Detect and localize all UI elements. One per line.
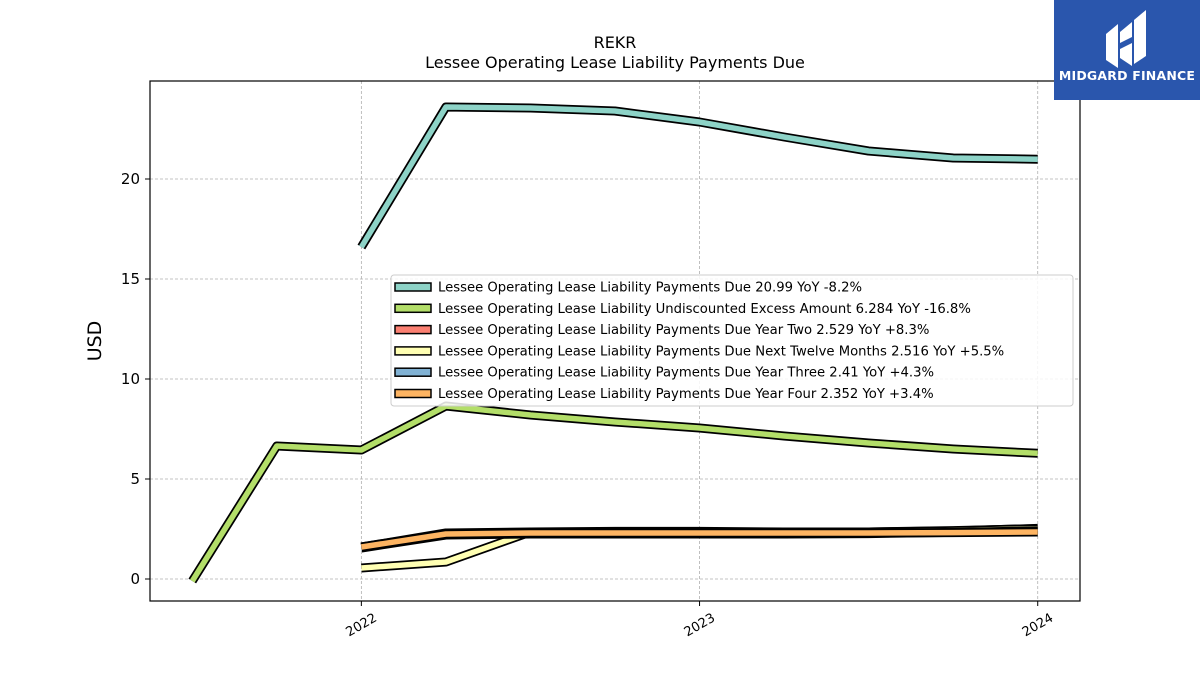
legend-swatch (394, 324, 432, 335)
plot-frame (149, 80, 1081, 602)
series-line-6 (360, 529, 1038, 550)
midgard-finance-logo: MIDGARD FINANCE (1054, 0, 1200, 100)
legend: Lessee Operating Lease Liability Payment… (390, 274, 1074, 407)
x-tick-label: 2022 (344, 611, 380, 641)
legend-swatch (394, 388, 432, 399)
series-lines (188, 102, 1038, 584)
y-tick-label: 20 (121, 170, 140, 188)
legend-box (390, 274, 1074, 407)
y-tick-label: 15 (121, 270, 140, 288)
y-axis-label: USD (84, 321, 106, 362)
legend-swatch (394, 282, 432, 292)
logo-text: MIDGARD FINANCE (1058, 68, 1196, 83)
x-tick-label: 2023 (682, 611, 718, 641)
logo-mark-icon (1106, 10, 1146, 68)
legend-swatch (394, 346, 432, 356)
series-line-outline-2 (188, 401, 1038, 584)
chart-title: REKR (594, 33, 637, 52)
x-tick-label: 2024 (1020, 611, 1056, 641)
legend-swatch (394, 303, 432, 314)
y-tick-label: 5 (130, 470, 140, 488)
legend-entry: Lessee Operating Lease Liability Payment… (438, 366, 934, 381)
legend-entry: Lessee Operating Lease Liability Payment… (438, 323, 929, 338)
legend-entry: Lessee Operating Lease Liability Undisco… (438, 302, 971, 317)
y-tick-label: 10 (121, 370, 140, 388)
chart-subtitle: Lessee Operating Lease Liability Payment… (425, 53, 805, 72)
legend-entry: Lessee Operating Lease Liability Payment… (438, 387, 934, 402)
legend-entry: Lessee Operating Lease Liability Payment… (438, 344, 1004, 359)
series-line-2 (189, 403, 1038, 583)
legend-swatch (394, 367, 432, 377)
legend-entry: Lessee Operating Lease Liability Payment… (438, 281, 862, 296)
y-tick-label: 0 (130, 570, 140, 588)
series-line-1 (359, 104, 1038, 249)
